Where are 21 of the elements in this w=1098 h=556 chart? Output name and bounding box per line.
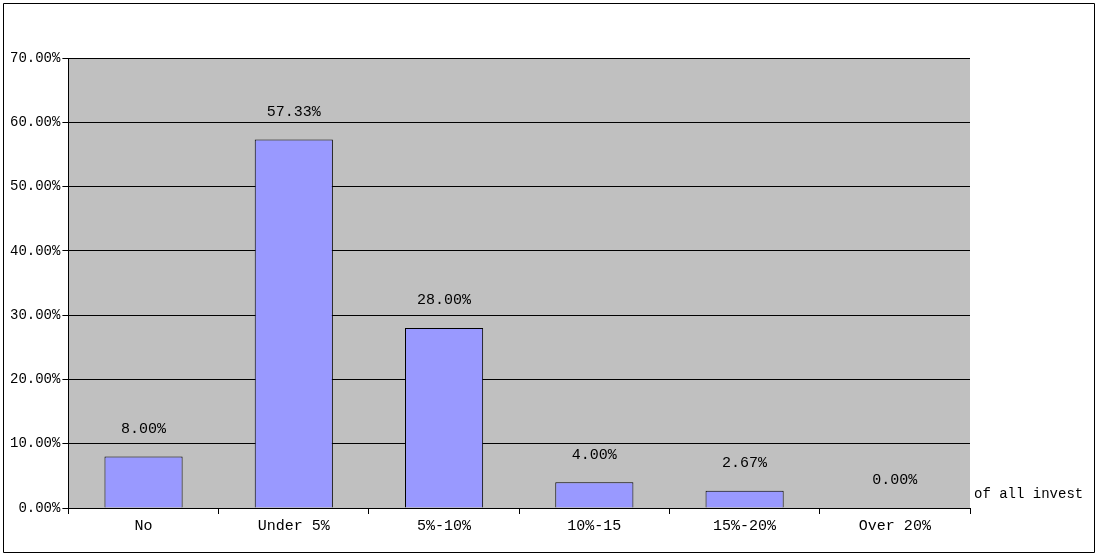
data-label: 57.33% xyxy=(266,103,322,121)
x-tick-label: 5%-10% xyxy=(417,517,473,535)
data-label: 8.00% xyxy=(121,421,168,439)
y-tick-label: 30.00% xyxy=(9,306,61,323)
y-tick-label: 40.00% xyxy=(9,242,61,259)
data-label: 28.00% xyxy=(417,292,473,310)
y-tick-label: 60.00% xyxy=(9,113,61,130)
data-label: 2.67% xyxy=(722,455,769,473)
y-tick-label: 70.00% xyxy=(9,49,61,66)
data-label: 0.00% xyxy=(872,472,919,490)
y-tick-label: 50.00% xyxy=(9,178,61,195)
x-tick-label: 10%-15 xyxy=(567,517,622,535)
x-tick-label: Over 20% xyxy=(858,517,932,535)
y-tick-label: 20.00% xyxy=(9,371,61,388)
x-tick-label: No xyxy=(134,517,153,535)
x-tick-label: Under 5% xyxy=(257,517,331,535)
y-tick-label: 0.00% xyxy=(18,499,61,516)
x-tick-label: 15%-20% xyxy=(713,517,778,535)
y-tick-label: 10.00% xyxy=(9,435,61,452)
data-label: 4.00% xyxy=(571,446,618,464)
x-axis-title: of all invest xyxy=(974,485,1084,502)
